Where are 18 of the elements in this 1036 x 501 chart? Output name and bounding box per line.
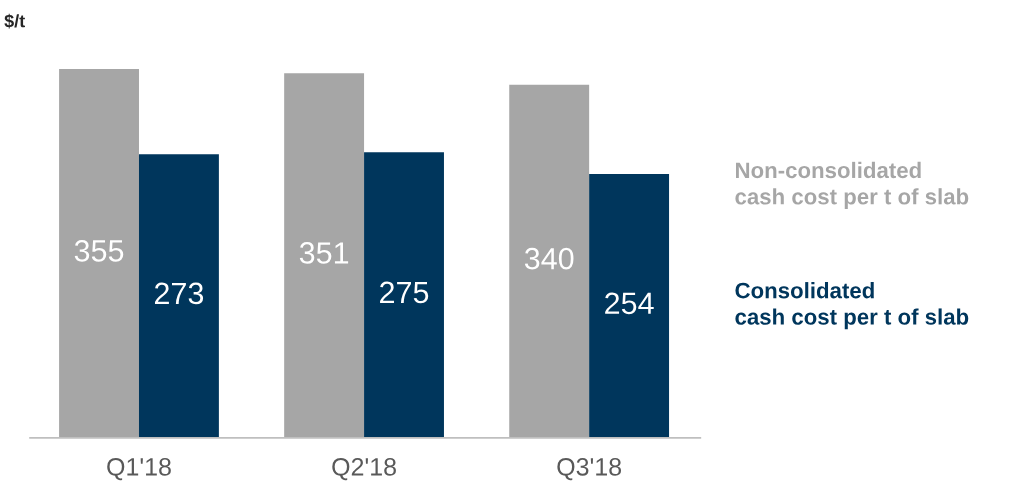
bar (509, 84, 590, 438)
text: Non-consolidated cash cost per t of slab (735, 161, 969, 209)
data-label: 273 (154, 282, 204, 305)
data-label: 254 (605, 292, 654, 315)
x-tick-label: Q2'18 (332, 457, 396, 481)
data-label: 275 (380, 281, 429, 304)
bar (364, 152, 444, 438)
data-label: 340 (524, 247, 574, 270)
bar (138, 154, 219, 438)
bar (284, 73, 365, 438)
x-tick-label: Q3'18 (557, 457, 622, 481)
text: Consolidated cash cost per t of slab (735, 282, 969, 330)
data-label: 355 (74, 240, 124, 262)
data-label: 351 (299, 242, 349, 264)
x-tick-label: Q1'18 (107, 457, 171, 481)
bar (59, 69, 139, 438)
bar (589, 173, 670, 438)
y-axis-title: $/t (4, 13, 25, 29)
